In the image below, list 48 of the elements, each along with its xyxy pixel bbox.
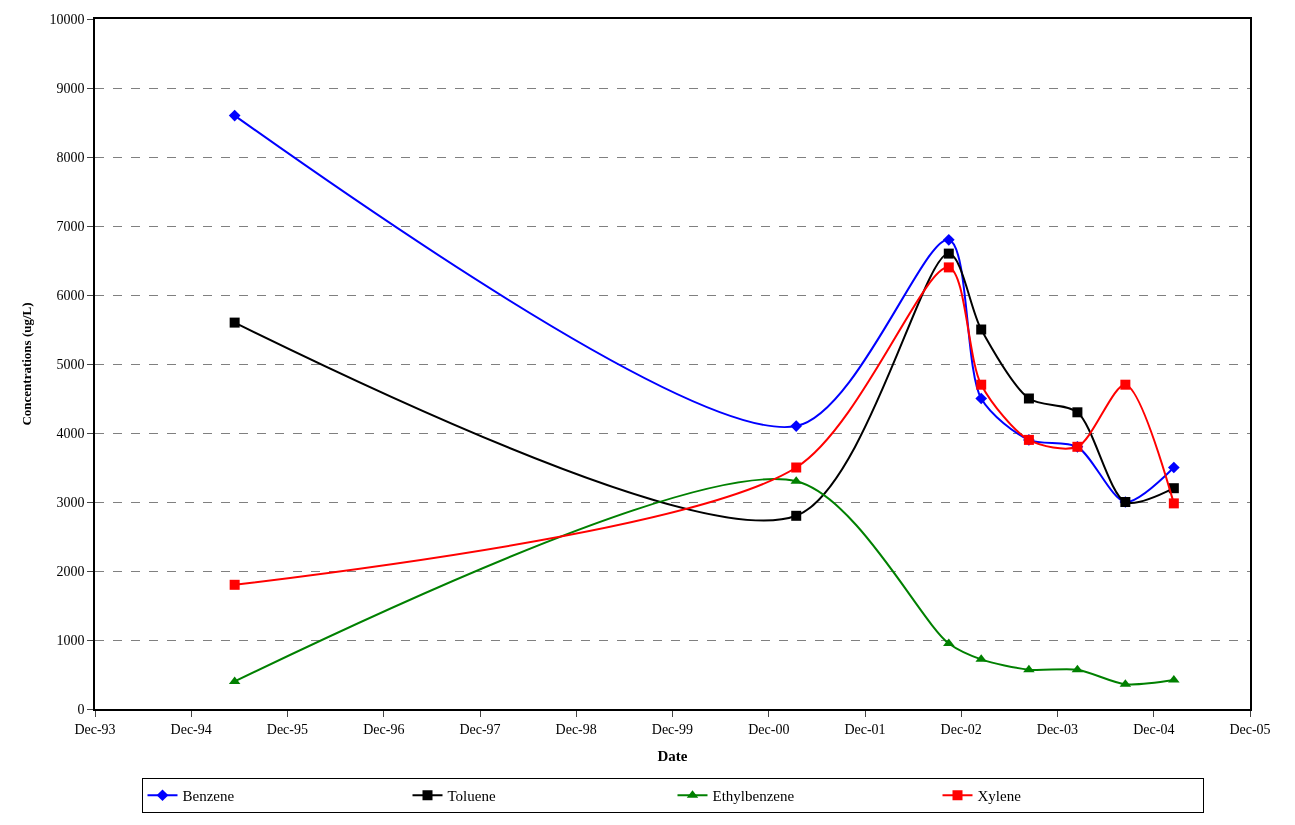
point (229, 317, 240, 328)
x-tick-label: Dec-01 (844, 721, 886, 737)
y-tick-label: 10000 (49, 11, 85, 27)
point (791, 510, 802, 521)
y-tick-label: 4000 (56, 425, 85, 441)
point (790, 420, 803, 432)
x-tick-label: Dec-00 (748, 721, 790, 737)
point (975, 392, 988, 405)
x-axis-title: Date (657, 748, 688, 765)
point (1168, 498, 1179, 509)
point (976, 379, 987, 390)
point (1072, 407, 1083, 418)
y-tick-label: 1000 (56, 632, 85, 648)
x-tick-label: Dec-97 (459, 721, 501, 737)
point (1023, 393, 1034, 404)
legend-label: Toluene (447, 788, 496, 805)
point (228, 109, 241, 122)
y-tick-label: 2000 (56, 563, 85, 579)
y-tick-label: 7000 (56, 218, 85, 234)
point (976, 324, 987, 335)
y-axis-title: Concentrations (ug/L) (18, 302, 34, 426)
point (943, 262, 954, 273)
x-tick-label: Dec-98 (555, 721, 597, 737)
point (943, 248, 954, 259)
point (1167, 461, 1180, 474)
legend-label: Ethylbenzene (712, 788, 795, 805)
x-tick-label: Dec-03 (1036, 721, 1078, 737)
x-tick-label: Dec-94 (170, 721, 212, 737)
x-tick-label: Dec-05 (1229, 721, 1271, 737)
x-tick-label: Dec-02 (940, 721, 982, 737)
x-tick-label: Dec-93 (74, 721, 116, 737)
point (1023, 664, 1035, 673)
y-tick-label: 3000 (56, 494, 85, 510)
point (229, 579, 240, 590)
y-tick-label: 9000 (56, 80, 85, 96)
legend-label: Xylene (977, 788, 1022, 805)
y-tick-label: 5000 (56, 356, 85, 372)
y-tick-label: 6000 (56, 287, 85, 303)
legend-label: Benzene (182, 788, 235, 805)
x-tick-label: Dec-95 (266, 721, 308, 737)
x-tick-label: Dec-04 (1133, 721, 1175, 737)
point (1120, 379, 1131, 390)
y-tick-label: 8000 (56, 149, 85, 165)
point (942, 233, 955, 246)
x-tick-label: Dec-99 (651, 721, 693, 737)
x-tick-label: Dec-96 (363, 721, 405, 737)
point (791, 462, 802, 473)
y-tick-label: 0 (77, 701, 85, 717)
